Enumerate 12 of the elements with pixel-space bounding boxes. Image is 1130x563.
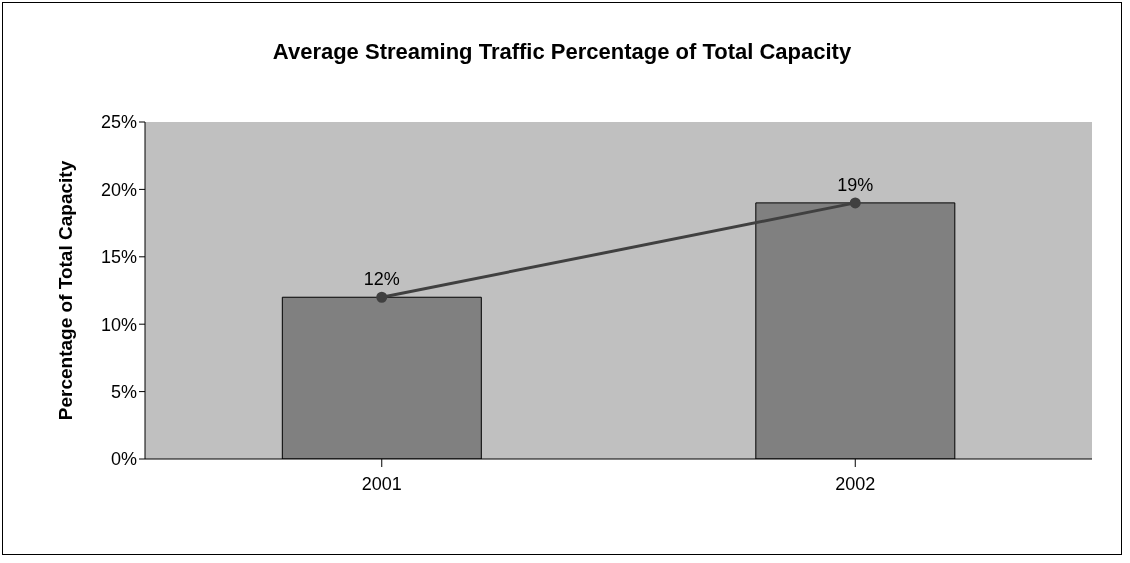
x-tick-label: 2002 bbox=[835, 473, 876, 494]
y-tick-label: 20% bbox=[100, 179, 137, 200]
y-tick-label: 5% bbox=[110, 381, 137, 402]
data-label: 12% bbox=[363, 269, 400, 290]
y-axis-title: Percentage of Total Capacity bbox=[54, 160, 76, 421]
y-tick-label: 0% bbox=[110, 449, 137, 470]
y-tick-label: 10% bbox=[100, 314, 137, 335]
y-tick-label: 15% bbox=[100, 247, 137, 268]
y-tick-label: 25% bbox=[100, 112, 137, 133]
chart-title: Average Streaming Traffic Percentage of Total Capacity bbox=[271, 39, 853, 65]
x-tick-label: 2001 bbox=[361, 473, 402, 494]
data-label: 19% bbox=[837, 174, 874, 195]
